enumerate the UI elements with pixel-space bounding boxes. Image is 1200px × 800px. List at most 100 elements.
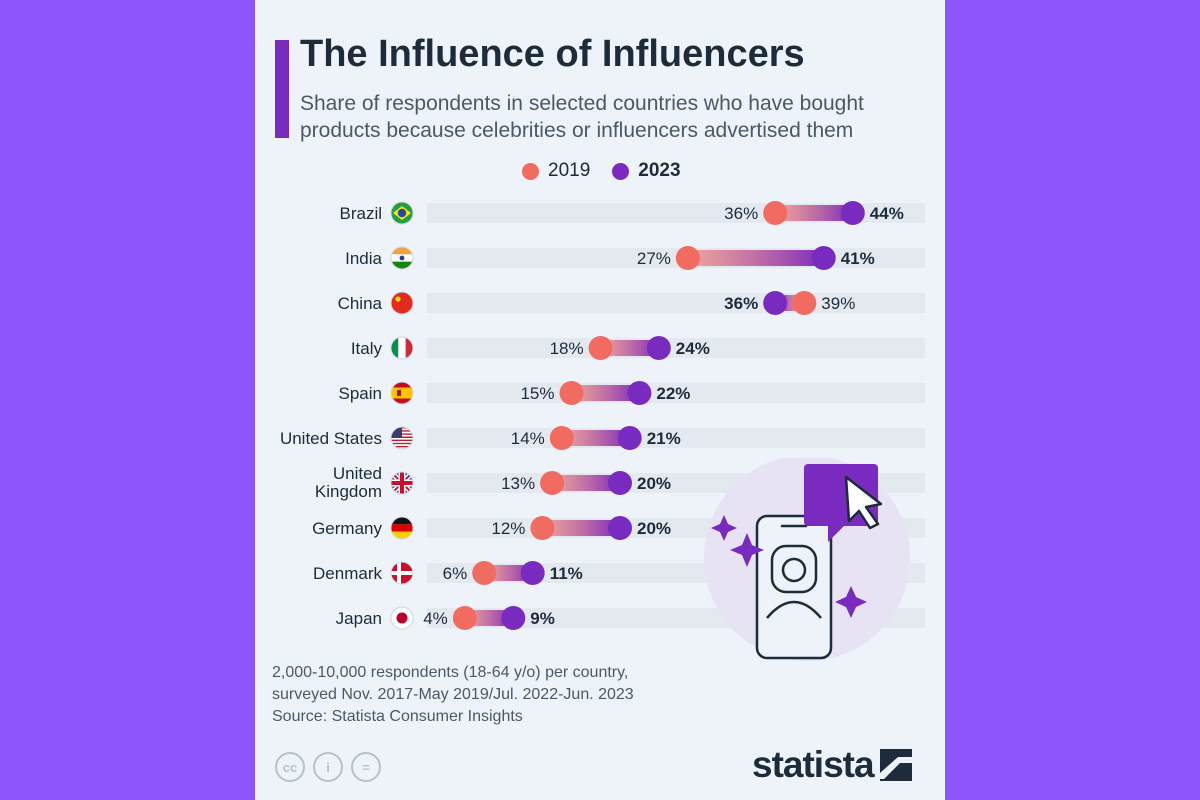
spain-flag-icon (391, 382, 413, 404)
uk-flag-icon (391, 472, 413, 494)
germany-flag-icon-ring (390, 516, 414, 540)
dot-2023 (608, 471, 632, 495)
change-connector (571, 385, 640, 401)
footnote-line-2: surveyed Nov. 2017-May 2019/Jul. 2022-Ju… (272, 686, 634, 703)
value-label-2019: 15% (520, 384, 554, 403)
legend-swatch-2019 (522, 162, 539, 180)
legend-label-2019: 2019 (548, 160, 591, 181)
dot-2019 (540, 471, 565, 495)
dot-2023 (501, 606, 526, 630)
spain-flag-icon-ring (390, 381, 414, 405)
denmark-flag-icon (391, 562, 413, 584)
value-label-2019: 6% (443, 564, 468, 583)
dot-2019 (792, 291, 817, 315)
dot-2023 (608, 516, 632, 540)
category-label: Japan (336, 609, 382, 628)
statista-logo-mark-icon (879, 749, 912, 781)
dot-2019 (549, 426, 574, 450)
category-label: Germany (312, 519, 382, 538)
attribution-icon[interactable]: i (313, 752, 343, 782)
uk-flag-icon-ring (390, 471, 414, 495)
change-connector (775, 205, 853, 221)
dot-2019 (472, 561, 497, 585)
value-label-2019: 4% (423, 609, 448, 628)
value-label-2023: 41% (841, 249, 875, 268)
sparkle-icon (711, 515, 737, 541)
dot-2019 (588, 336, 613, 360)
india-flag-icon (391, 247, 413, 269)
brazil-flag-icon-ring (390, 201, 414, 225)
value-label-2023: 21% (647, 429, 681, 448)
change-connector (484, 565, 533, 581)
no-derivatives-icon[interactable]: = (351, 752, 381, 782)
japan-flag-icon-ring (390, 606, 414, 630)
source-note: Source: Statista Consumer Insights (272, 708, 523, 725)
japan-flag-icon (391, 607, 413, 629)
change-connector (561, 430, 630, 446)
change-connector (687, 250, 824, 266)
change-connector (542, 520, 620, 536)
value-label-2023: 20% (637, 474, 671, 493)
india-flag-icon-ring (390, 246, 414, 270)
chart-row: China 36% 39% (338, 291, 925, 315)
sparkle-icon (835, 586, 867, 618)
value-label-2019: 12% (491, 519, 525, 538)
category-label: China (338, 294, 383, 313)
category-label: United Kingdom (315, 464, 382, 501)
footnote: 2,000-10,000 respondents (18-64 y/o) per… (272, 662, 634, 728)
value-label-2019: 36% (724, 204, 758, 223)
footnote-line-1: 2,000-10,000 respondents (18-64 y/o) per… (272, 664, 629, 681)
denmark-flag-icon-ring (390, 561, 414, 585)
legend: 2019 2023 (522, 158, 703, 184)
brazil-flag-icon (391, 202, 413, 224)
dot-2023 (840, 201, 865, 225)
change-connector (464, 610, 514, 626)
usa-flag-icon-ring (390, 426, 414, 450)
dot-2019 (530, 516, 555, 540)
category-label: Spain (339, 384, 382, 403)
value-label-2023: 44% (870, 204, 904, 223)
value-label-2023: 36% (724, 294, 758, 313)
dot-2019 (559, 381, 584, 405)
value-label-2023: 9% (530, 609, 555, 628)
dot-2019 (452, 606, 477, 630)
legend-item-2019: 2019 (522, 160, 590, 182)
value-label-2023: 20% (637, 519, 671, 538)
chart-row: Italy 18% 24% (351, 336, 925, 360)
category-label: United States (280, 429, 382, 448)
value-label-2019: 14% (511, 429, 545, 448)
china-flag-icon (391, 292, 413, 314)
dot-2019 (763, 201, 788, 225)
dot-2023 (811, 246, 836, 270)
value-label-2019: 13% (501, 474, 535, 493)
category-label: Brazil (339, 204, 382, 223)
category-label: Denmark (313, 564, 382, 583)
germany-flag-icon (391, 517, 413, 539)
cc-icon[interactable]: cc (275, 752, 305, 782)
legend-label-2023: 2023 (638, 160, 681, 181)
value-label-2019: 18% (550, 339, 584, 358)
dot-2023 (646, 336, 671, 360)
row-track (427, 383, 925, 403)
value-label-2023: 24% (676, 339, 710, 358)
dot-2023 (627, 381, 652, 405)
statista-logo[interactable]: statista (752, 744, 912, 786)
license-icons: cc i = (275, 752, 389, 782)
dot-2019 (675, 246, 700, 270)
title-accent-bar (275, 40, 289, 138)
category-label: Italy (351, 339, 383, 358)
change-connector (600, 340, 659, 356)
value-label-2023: 11% (550, 564, 583, 583)
legend-swatch-2023 (612, 162, 630, 180)
china-flag-icon-ring (390, 291, 414, 315)
italy-flag-icon-ring (390, 336, 414, 360)
italy-flag-icon (391, 337, 413, 359)
phone-icon (755, 514, 833, 660)
dot-2023 (617, 426, 642, 450)
chart-subtitle: Share of respondents in selected countri… (300, 92, 864, 142)
influencer-illustration (704, 458, 910, 661)
change-connector (552, 475, 620, 491)
row-track (427, 338, 925, 358)
cursor-icon (844, 475, 883, 530)
category-label: India (345, 249, 382, 268)
